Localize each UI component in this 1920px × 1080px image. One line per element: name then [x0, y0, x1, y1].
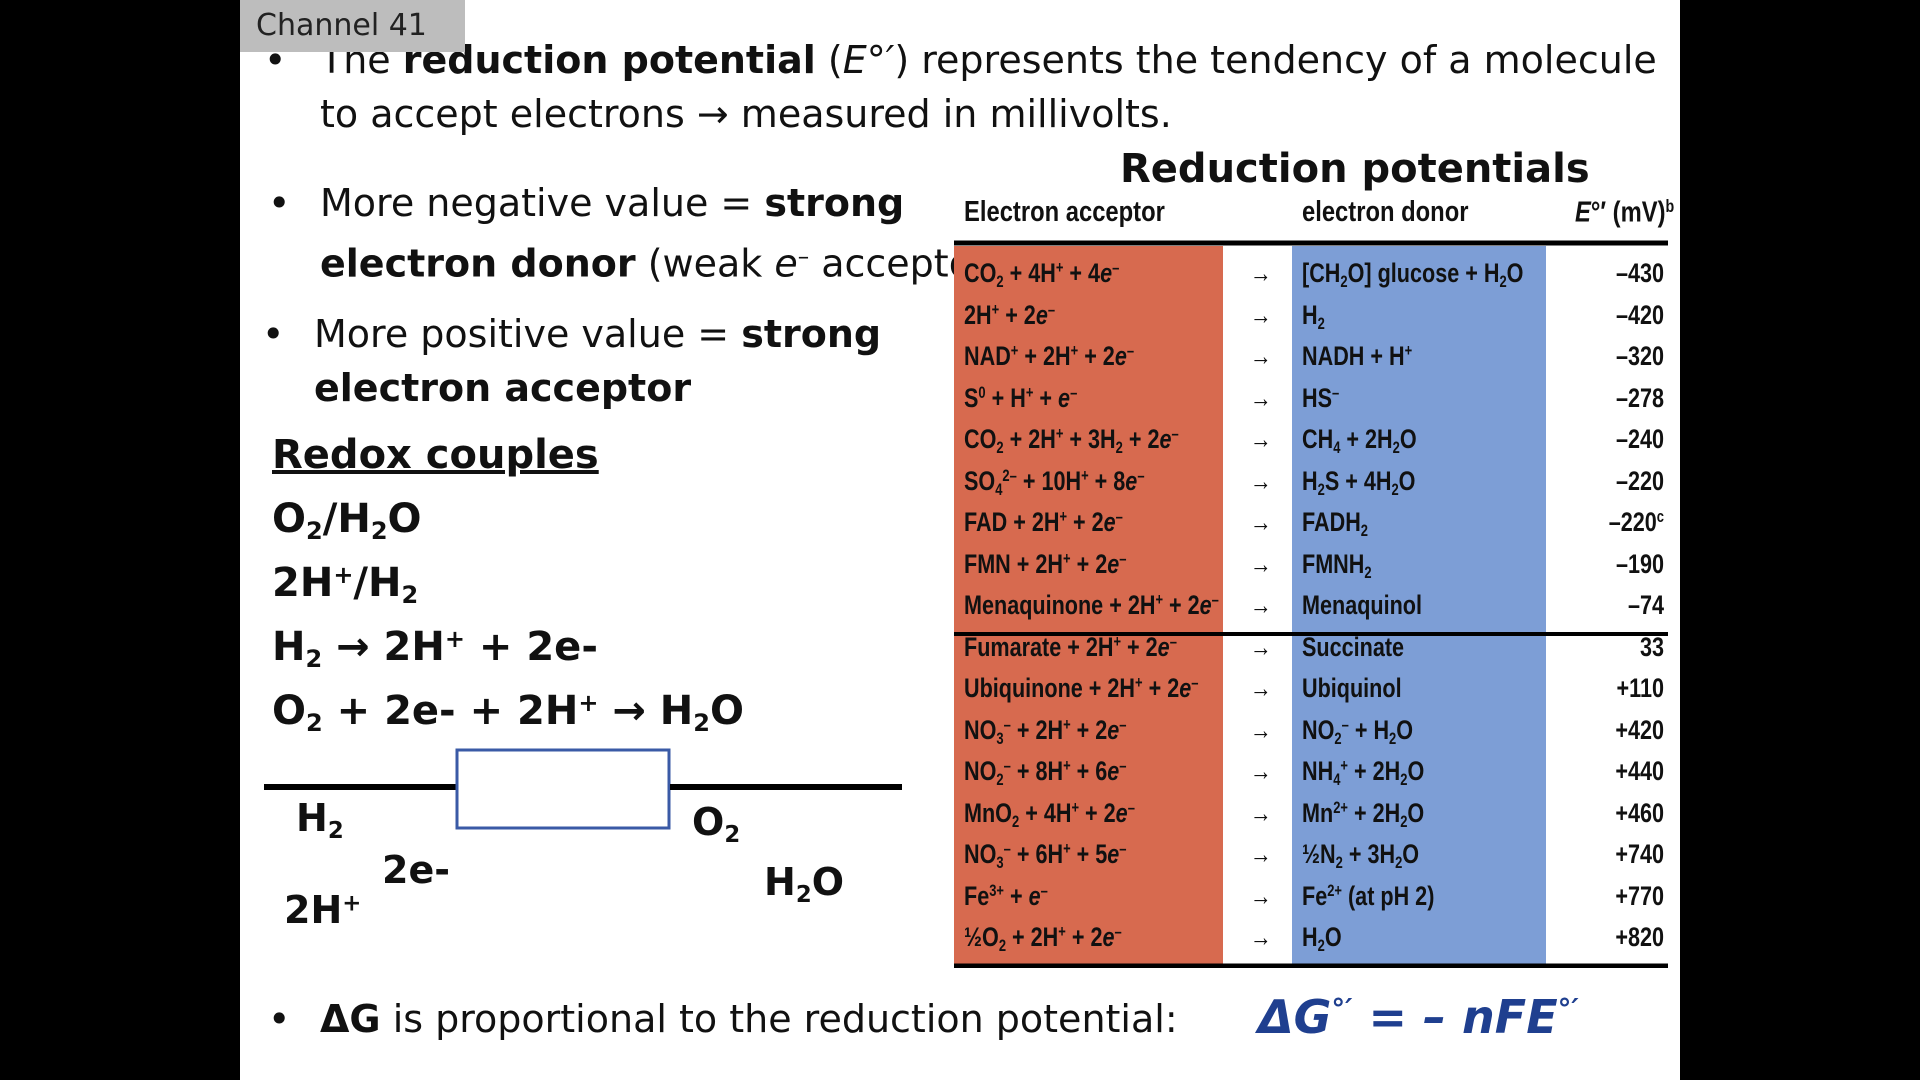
potential-cell: –420: [1615, 299, 1664, 330]
bullet-delta-g: • ΔG is proportional to the reduction po…: [268, 997, 1178, 1041]
potential-cell: –74: [1627, 590, 1664, 620]
acceptor-cell: Ubiquinone + 2H+ + 2e–: [964, 673, 1199, 703]
potential-cell: +770: [1615, 880, 1664, 911]
arrow-cell: →: [1250, 382, 1272, 413]
potential-cell: 33: [1639, 631, 1664, 662]
donor-cell: H2S + 4H2O: [1302, 465, 1416, 499]
bullet-negative-value: • More negative value = strong electron …: [268, 181, 1003, 286]
acceptor-cell: FAD + 2H+ + 2e–: [964, 507, 1123, 537]
acceptor-cell: Fumarate + 2H+ + 2e–: [964, 631, 1177, 662]
arrow-cell: →: [1250, 424, 1272, 454]
donor-cell: H2: [1302, 299, 1325, 333]
donor-cell: NH4+ + 2H2O: [1302, 756, 1425, 789]
donor-cell: H2O: [1302, 922, 1342, 955]
potential-cell: +420: [1615, 714, 1664, 745]
acceptor-cell: ½O2 + 2H+ + 2e–: [964, 922, 1122, 955]
donor-cell: Fe2+ (at pH 2): [1302, 880, 1435, 911]
donor-cell: Succinate: [1302, 631, 1405, 662]
arrow-cell: →: [1250, 258, 1272, 288]
acceptor-cell: Fe3+ + e–: [964, 880, 1048, 911]
redox-circuit-diagram: [264, 748, 902, 830]
donor-cell: Ubiquinol: [1302, 673, 1402, 703]
table-title: Reduction potentials: [1120, 146, 1590, 192]
potential-cell: –240: [1615, 424, 1664, 454]
arrow-cell: →: [1250, 631, 1272, 662]
label-h2: H2: [296, 796, 344, 844]
label-2e: 2e-: [382, 848, 450, 892]
acceptor-cell: FMN + 2H+ + 2e–: [964, 548, 1127, 579]
donor-cell: FADH2: [1302, 507, 1369, 540]
potential-cell: –430: [1615, 258, 1664, 288]
arrow-cell: →: [1250, 880, 1272, 911]
arrow-cell: →: [1250, 299, 1272, 330]
acceptor-cell: SO42– + 10H+ + 8e–: [964, 465, 1145, 499]
arrow-cell: →: [1250, 756, 1272, 786]
acceptor-cell: NAD+ + 2H+ + 2e–: [964, 341, 1135, 371]
acceptor-cell: NO3– + 6H+ + 5e–: [964, 839, 1127, 872]
potential-cell: +460: [1615, 797, 1664, 828]
potential-cell: –320: [1615, 341, 1664, 371]
empty-box: [455, 748, 671, 830]
acceptor-cell: 2H+ + 2e–: [964, 299, 1056, 330]
label-2h: 2H+: [284, 888, 362, 932]
label-o2: O2: [692, 800, 741, 848]
arrow-cell: →: [1250, 922, 1272, 952]
bullet-positive-value: • More positive value = strong electron …: [262, 312, 882, 410]
half-reaction-o2: O2 + 2e- + 2H+ → H2O: [272, 688, 744, 738]
donor-column-bg: [1292, 246, 1546, 965]
delta-g-equation: ΔG°′ = – nFE°′: [1258, 990, 1579, 1044]
acceptor-cell: MnO2 + 4H+ + 2e–: [964, 797, 1135, 831]
potential-cell: +440: [1615, 756, 1664, 786]
acceptor-cell: Menaquinone + 2H+ + 2e–: [964, 590, 1219, 620]
donor-cell: [CH2O] glucose + H2O: [1302, 258, 1524, 291]
acceptor-cell: CO2 + 2H+ + 3H2 + 2e–: [964, 424, 1179, 457]
arrow-cell: →: [1250, 341, 1272, 371]
header-acceptor: Electron acceptor: [964, 196, 1165, 228]
label-h2o: H2O: [764, 860, 844, 908]
donor-cell: Mn2+ + 2H2O: [1302, 797, 1425, 831]
channel-label: Channel 41: [240, 0, 465, 52]
arrow-cell: →: [1250, 590, 1272, 620]
donor-cell: NADH + H+: [1302, 341, 1413, 371]
potential-cell: –220: [1615, 465, 1664, 496]
potential-cell: +110: [1616, 673, 1664, 703]
half-reaction-h2: H2 → 2H+ + 2e-: [272, 624, 598, 674]
potential-cell: +740: [1615, 839, 1664, 869]
reduction-potentials-table: [954, 240, 1668, 968]
potential-cell: –190: [1615, 548, 1664, 579]
donor-cell: NO2– + H2O: [1302, 714, 1414, 748]
acceptor-cell: S0 + H+ + e–: [964, 382, 1078, 413]
donor-cell: HS–: [1302, 382, 1340, 413]
donor-cell: ½N2 + 3H2O: [1302, 839, 1420, 872]
potential-cell: +820: [1615, 922, 1664, 952]
couple-2h-h2: 2H+/H2: [272, 560, 419, 610]
arrow-cell: →: [1250, 507, 1272, 537]
potential-cell: –220c: [1608, 507, 1664, 537]
slide: Channel 41 • The reduction potential (E°…: [240, 0, 1680, 1080]
arrow-cell: →: [1250, 548, 1272, 579]
arrow-cell: →: [1250, 797, 1272, 828]
bullet-reduction-potential: • The reduction potential (E°′) represen…: [264, 33, 1680, 141]
donor-cell: FMNH2: [1302, 548, 1372, 582]
redox-couples-heading: Redox couples: [272, 432, 599, 478]
arrow-cell: →: [1250, 839, 1272, 869]
acceptor-cell: CO2 + 4H+ + 4e–: [964, 258, 1120, 291]
acceptor-column-bg: [954, 246, 1223, 965]
header-donor: electron donor: [1302, 196, 1469, 228]
donor-cell: CH4 + 2H2O: [1302, 424, 1417, 457]
donor-cell: Menaquinol: [1302, 590, 1422, 620]
header-potential: E°′ (mV)b: [1575, 196, 1675, 229]
couple-o2-h2o: O2/H2O: [272, 496, 422, 546]
potential-cell: –278: [1615, 382, 1664, 413]
acceptor-cell: NO2– + 8H+ + 6e–: [964, 756, 1127, 789]
arrow-cell: →: [1250, 673, 1272, 703]
acceptor-cell: NO3– + 2H+ + 2e–: [964, 714, 1127, 748]
arrow-cell: →: [1250, 465, 1272, 496]
arrow-cell: →: [1250, 714, 1272, 745]
